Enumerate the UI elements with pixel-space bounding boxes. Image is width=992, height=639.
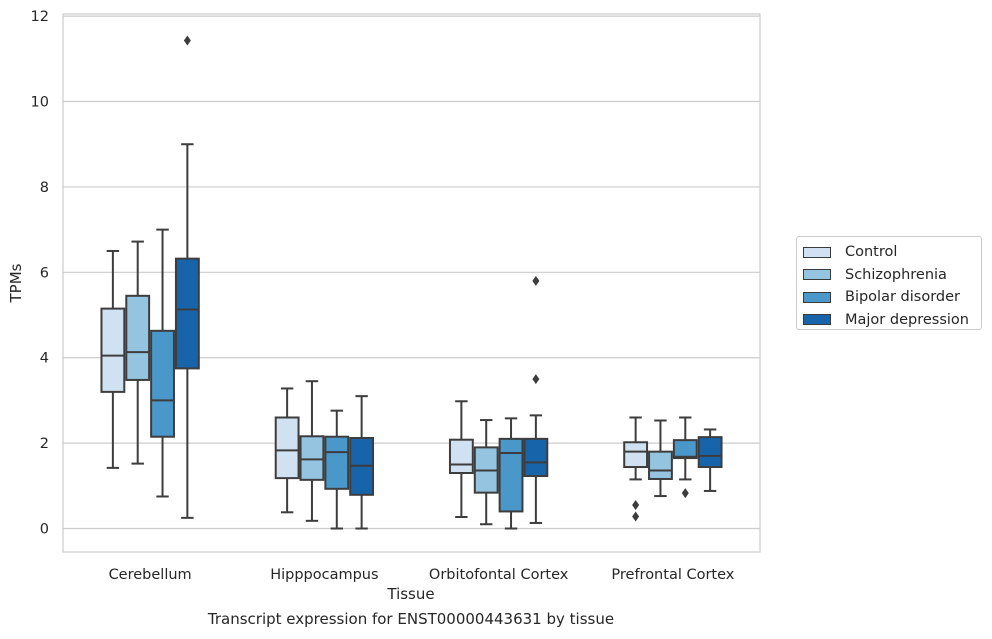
flier-major-depression-orbitofontal-cortex-1 bbox=[532, 374, 540, 385]
x-axis-ticks: Cerebellum Hipppocampus Orbitofontal Corte… bbox=[109, 567, 735, 583]
flier-bipolar-disorder-prefrontal-cortex-0 bbox=[681, 488, 689, 499]
y-tick-label-12: 12 bbox=[31, 9, 49, 25]
y-tick-label-8: 8 bbox=[40, 180, 49, 196]
flier-major-depression-cerebellum-0 bbox=[183, 35, 191, 46]
y-tick-label-0: 0 bbox=[40, 522, 49, 538]
box-series bbox=[100, 35, 723, 530]
legend-item-major-depression: Major depression bbox=[803, 309, 981, 332]
box-control-orbitofontal-cortex bbox=[448, 438, 474, 475]
y-tick-label-4: 4 bbox=[40, 351, 49, 367]
legend-swatch-schizophrenia bbox=[803, 269, 831, 281]
flier-major-depression-orbitofontal-cortex-0 bbox=[532, 275, 540, 286]
flier-control-prefrontal-cortex-0 bbox=[632, 500, 640, 511]
box-bipolar-disorder-hipppocampus bbox=[324, 435, 350, 490]
x-tick-label-cerebellum: Cerebellum bbox=[109, 567, 192, 583]
chart-caption: Transcript expression for ENST0000044363… bbox=[207, 610, 615, 628]
box-control-prefrontal-cortex bbox=[623, 441, 649, 469]
legend-label-control: Control bbox=[845, 244, 898, 261]
legend-swatch-control bbox=[803, 246, 831, 258]
y-tick-label-10: 10 bbox=[31, 95, 49, 111]
box-bipolar-disorder-cerebellum bbox=[150, 329, 175, 438]
legend-label-bipolar-disorder: Bipolar disorder bbox=[845, 289, 960, 306]
box-control-cerebellum bbox=[100, 307, 126, 393]
x-axis-title: Tissue bbox=[386, 585, 434, 603]
x-tick-label-orbitofontal-cortex: Orbitofontal Cortex bbox=[429, 567, 569, 583]
box-bipolar-disorder-prefrontal-cortex bbox=[672, 439, 698, 460]
box-schizophrenia-cerebellum bbox=[125, 294, 151, 381]
y-axis-title: TPMs bbox=[7, 263, 25, 303]
flier-control-prefrontal-cortex-1 bbox=[632, 511, 640, 522]
y-axis-ticks: 0 2 4 6 8 10 12 bbox=[31, 9, 49, 537]
box-bipolar-disorder-orbitofontal-cortex bbox=[498, 437, 524, 513]
box-major-depression-cerebellum bbox=[174, 257, 200, 370]
box-schizophrenia-hipppocampus bbox=[299, 435, 325, 481]
box-control-hipppocampus bbox=[274, 416, 300, 480]
y-tick-label-6: 6 bbox=[40, 265, 49, 281]
legend-swatch-major-depression bbox=[803, 314, 831, 326]
box-schizophrenia-prefrontal-cortex bbox=[648, 450, 673, 480]
legend: Control Schizophrenia Bipolar disorder M… bbox=[796, 236, 982, 330]
box-major-depression-prefrontal-cortex bbox=[697, 436, 723, 469]
legend-swatch-bipolar-disorder bbox=[803, 291, 831, 303]
legend-item-bipolar-disorder: Bipolar disorder bbox=[803, 286, 981, 309]
legend-label-schizophrenia: Schizophrenia bbox=[845, 266, 947, 283]
y-tick-label-2: 2 bbox=[40, 436, 49, 452]
x-tick-label-prefrontal-cortex: Prefrontal Cortex bbox=[611, 567, 734, 583]
x-tick-label-hipppocampus: Hipppocampus bbox=[270, 567, 378, 583]
legend-label-major-depression: Major depression bbox=[845, 311, 969, 328]
legend-item-schizophrenia: Schizophrenia bbox=[803, 264, 981, 287]
legend-item-control: Control bbox=[803, 241, 981, 264]
box-major-depression-orbitofontal-cortex bbox=[523, 437, 549, 477]
